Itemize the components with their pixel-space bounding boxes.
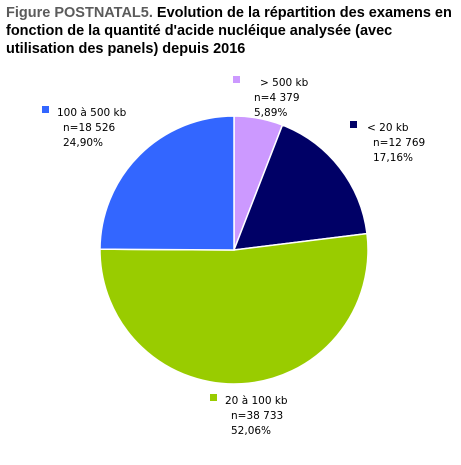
slice-count: n=18 526 <box>63 122 116 134</box>
slice-label: < 20 kb <box>367 122 409 134</box>
figure-number: Figure POSTNATAL5. <box>6 5 153 21</box>
slice-label: 100 à 500 kb <box>57 107 127 119</box>
pie-slice <box>99 115 235 251</box>
pie-slice <box>232 124 368 251</box>
slice-percent: 17,16% <box>373 152 413 164</box>
slice-count: n=12 769 <box>373 137 425 149</box>
legend-swatch <box>350 121 357 128</box>
legend-swatch <box>233 76 240 83</box>
pie-slice <box>99 232 369 385</box>
slice-percent: 52,06% <box>231 425 271 437</box>
slice-label: 20 à 100 kb <box>225 395 288 407</box>
slice-count: n=38 733 <box>231 410 283 422</box>
legend-swatch <box>42 106 49 113</box>
figure-caption: Evolution de la répartition des examens … <box>6 5 452 57</box>
slice-count: n=4 379 <box>254 92 300 104</box>
slice-percent: 24,90% <box>63 137 103 149</box>
legend-swatch <box>210 394 217 401</box>
slice-label: > 500 kb <box>260 77 309 89</box>
chart-title: Figure POSTNATAL5. Evolution de la répar… <box>6 4 458 58</box>
slice-percent: 5,89% <box>254 107 287 119</box>
